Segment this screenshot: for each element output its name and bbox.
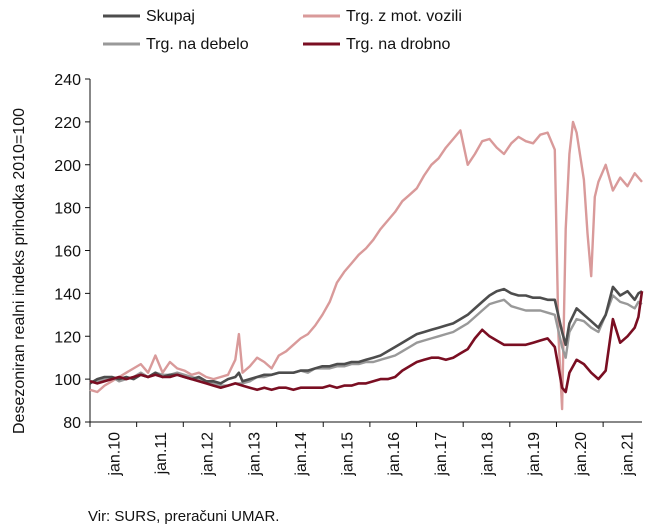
x-tick-label: jan.12 xyxy=(200,432,217,477)
tick-labels: 80 100 120 140 160 180 200 220 240 jan.10 jan.11 ja… xyxy=(54,72,636,477)
series-line-trg-na-debelo xyxy=(90,294,643,387)
series-line-trg-z-mot-vozili xyxy=(89,120,643,411)
series-lines xyxy=(89,120,644,411)
x-tick-label: jan.18 xyxy=(480,432,497,477)
y-axis-label: Desezoniran realni indeks prihodka 2010=… xyxy=(11,108,28,434)
legend-label-trg-na-drobno: Trg. na drobno xyxy=(346,36,450,53)
x-tick-label: jan.10 xyxy=(106,432,123,477)
y-tick-label: 80 xyxy=(63,415,81,432)
x-tick-label: jan.16 xyxy=(386,432,403,477)
x-tick-label: jan.15 xyxy=(340,432,357,477)
y-tick-label: 240 xyxy=(54,72,81,89)
y-tick-label: 140 xyxy=(54,286,81,303)
x-tick-label: jan.21 xyxy=(619,432,636,477)
x-tick-label: jan.13 xyxy=(246,432,263,477)
x-tick-label: jan.14 xyxy=(293,432,310,477)
y-tick-label: 100 xyxy=(54,372,81,389)
x-tick-label: jan.20 xyxy=(573,432,590,477)
y-tick-label: 220 xyxy=(54,115,81,132)
y-tick-label: 160 xyxy=(54,244,81,261)
source-note: Vir: SURS, preračuni UMAR. xyxy=(88,508,280,525)
legend: Skupaj Trg. z mot. vozili Trg. na debelo… xyxy=(103,8,462,53)
y-tick-label: 180 xyxy=(54,201,81,218)
y-tick-label: 200 xyxy=(54,158,81,175)
x-tick-label: jan.19 xyxy=(526,432,543,477)
legend-label-skupaj: Skupaj xyxy=(146,8,195,25)
axes xyxy=(85,78,642,427)
x-tick-label: jan.11 xyxy=(153,432,170,476)
y-tick-label: 120 xyxy=(54,329,81,346)
series-line-trg-na-drobno xyxy=(89,291,644,394)
legend-label-trg-na-debelo: Trg. na debelo xyxy=(146,36,249,53)
x-tick-label: jan.17 xyxy=(433,432,450,477)
legend-label-trg-z-mot-vozili: Trg. z mot. vozili xyxy=(346,8,462,25)
